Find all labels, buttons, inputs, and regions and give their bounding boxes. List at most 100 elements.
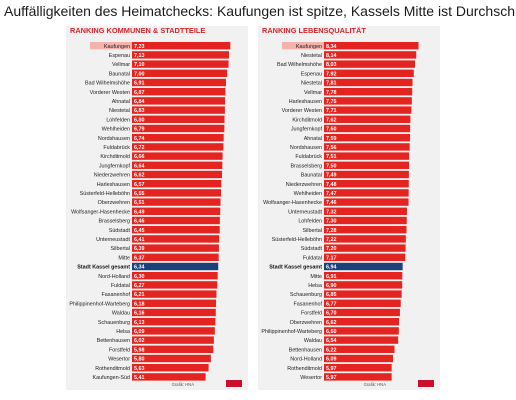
bar [324, 364, 392, 372]
value-label: 7,32 [326, 209, 337, 215]
bar [324, 189, 409, 197]
category-label: Philippinenhof-Warteberg [261, 329, 322, 335]
category-label: Ahnatal [304, 136, 322, 142]
value-label: 6,64 [134, 163, 145, 169]
bar [324, 51, 417, 59]
category-label: Baunatal [109, 71, 130, 77]
bar [324, 143, 410, 151]
bar [132, 115, 225, 123]
category-label: Nordshausen [290, 145, 322, 151]
value-label: 6,45 [134, 228, 145, 234]
value-label: 7,59 [326, 136, 337, 142]
value-label: 6,02 [134, 338, 145, 344]
value-label: 5,41 [134, 375, 145, 381]
bar [324, 345, 395, 353]
category-label: Kaufungen-Süd [93, 375, 130, 381]
bar [132, 364, 209, 372]
value-label: 6,87 [134, 90, 145, 96]
bar [132, 134, 224, 142]
category-label: Niestetal [109, 108, 130, 114]
category-label: Rothenditmold [287, 366, 322, 372]
bar [324, 290, 402, 298]
value-label: 6,39 [134, 246, 145, 252]
value-label: 6,60 [326, 329, 337, 335]
value-label: 5,97 [326, 375, 337, 381]
value-label: 7,47 [326, 191, 337, 197]
value-label: 7,56 [326, 145, 337, 151]
category-label: Harleshausen [97, 182, 130, 188]
value-label: 7,48 [326, 182, 337, 188]
value-label: 6,90 [326, 283, 337, 289]
category-label: Wesertor [108, 357, 130, 363]
bar [324, 327, 399, 335]
bar [132, 290, 217, 298]
bar [324, 253, 406, 261]
value-label: 7,78 [326, 90, 337, 96]
category-label: Schauenburg [290, 292, 322, 298]
value-label: 6,57 [134, 182, 145, 188]
average-bar [132, 262, 219, 271]
bar [324, 152, 410, 160]
bar [132, 97, 226, 105]
bar [132, 106, 225, 114]
bar [132, 198, 221, 206]
category-label: Nord-Holland [290, 357, 322, 363]
value-label: 6,37 [134, 255, 145, 261]
value-label: 6,77 [326, 301, 337, 307]
bar [324, 272, 403, 280]
category-label: Jungfernkopf [99, 163, 131, 169]
category-label: Harleshausen [289, 99, 322, 105]
category-label: Nordshausen [98, 136, 130, 142]
bar [324, 207, 407, 215]
category-label: Vorderer Westen [90, 90, 130, 96]
category-label: Brasselsberg [99, 219, 130, 225]
bar [132, 42, 231, 50]
category-label: Forstfeld [109, 347, 130, 353]
value-label: 7,23 [134, 44, 145, 50]
bar [324, 106, 412, 114]
value-label: 6,54 [326, 338, 337, 344]
category-label: Kaufungen [104, 44, 130, 50]
bar [132, 152, 223, 160]
value-label: 7,20 [326, 246, 337, 252]
value-label: 6,18 [134, 301, 145, 307]
value-label: 6,84 [134, 99, 145, 105]
category-label: Oberzwehren [98, 200, 130, 206]
value-label: 5,80 [134, 357, 145, 363]
category-label: Jungfernkopf [291, 127, 323, 133]
category-label: Wolfsanger-Hasenhecke [71, 209, 130, 215]
bar [324, 60, 416, 68]
category-label: Lohfelden [298, 219, 322, 225]
value-label: 6,72 [134, 145, 145, 151]
hna-logo-icon [226, 380, 242, 387]
chart-title: RANKING KOMMUNEN & STADTTEILE [70, 26, 205, 35]
bar [132, 345, 214, 353]
bar [324, 115, 411, 123]
ranking-lebensqualitaet-chart: RANKING LEBENSQUALITÄT Kaufungen 8,34 Niest… [261, 26, 434, 387]
value-label: 6,46 [134, 219, 145, 225]
category-label: Oberzwehren [290, 320, 322, 326]
category-label: Unterneustadt [288, 209, 322, 215]
value-label: 5,98 [134, 347, 145, 353]
bar [132, 253, 219, 261]
bar [324, 308, 400, 317]
bar [324, 318, 400, 326]
value-label: 7,51 [326, 154, 337, 160]
value-label: 6,85 [326, 292, 337, 298]
category-label: Bettenhausen [289, 347, 322, 353]
category-label: Fasanenhof [294, 301, 323, 307]
bar [132, 69, 228, 77]
bar [132, 373, 206, 381]
value-label: 5,63 [134, 366, 145, 372]
value-label: 8,14 [326, 53, 337, 59]
bar [132, 189, 222, 197]
value-label: 6,91 [134, 81, 145, 87]
category-label: Fuldabrück [103, 145, 130, 151]
category-label: Silbertal [303, 228, 322, 234]
category-label: Ahnatal [112, 99, 130, 105]
value-label: 6,22 [326, 347, 337, 353]
bar [132, 161, 223, 169]
bar [324, 97, 412, 105]
category-label: Helsa [308, 283, 322, 289]
value-label: 7,81 [326, 81, 337, 87]
